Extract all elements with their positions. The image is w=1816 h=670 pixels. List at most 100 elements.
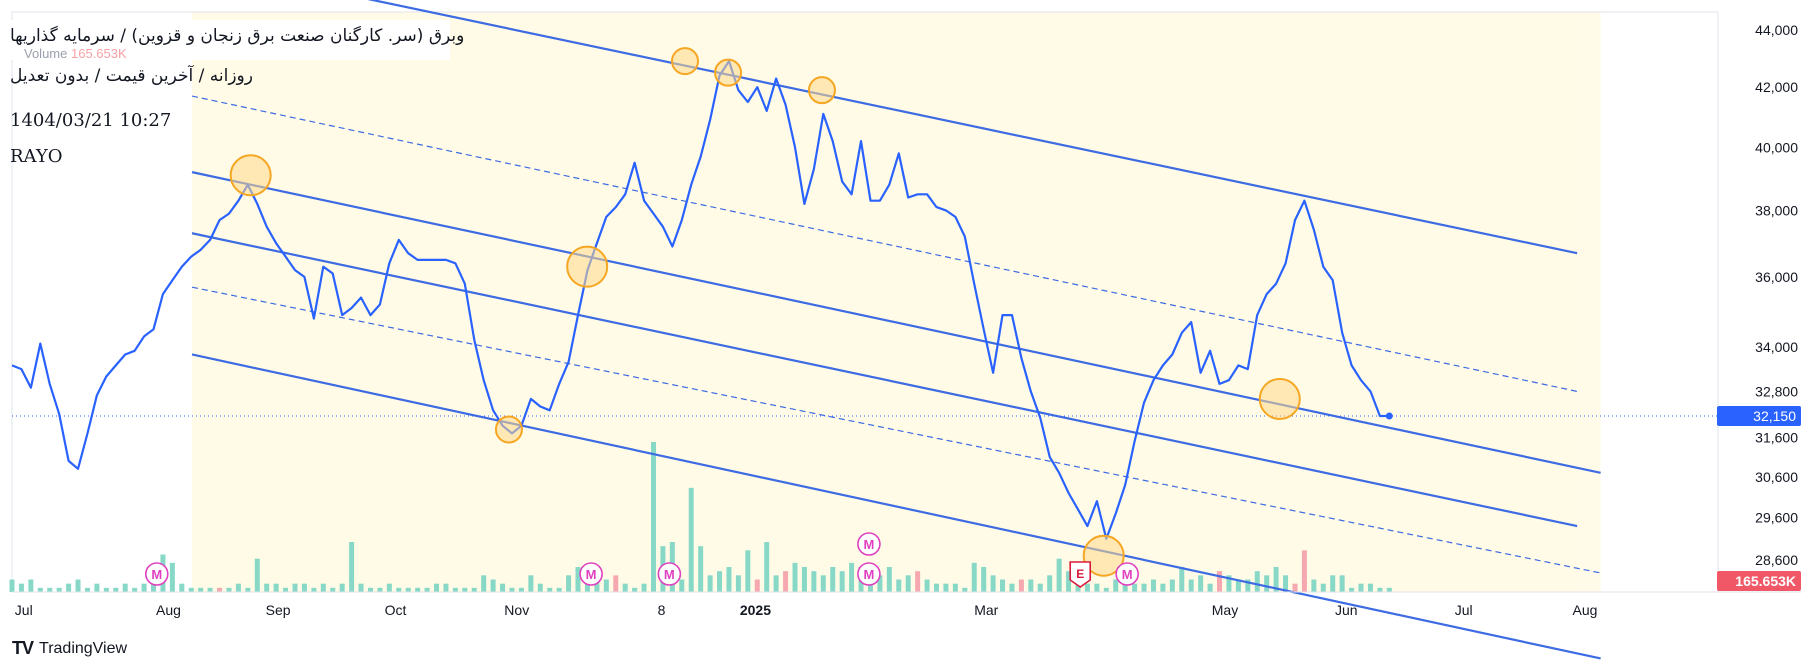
time-tick-label: Aug: [156, 602, 181, 618]
time-axis[interactable]: Jul Aug Sep Oct Nov 8 2025 Mar May Jun Jul Aug: [12, 591, 1801, 618]
volume-bar: [1311, 579, 1317, 592]
volume-bar: [9, 579, 15, 592]
volume-bar: [792, 562, 798, 592]
volume-bar: [424, 587, 430, 592]
volume-bar: [566, 575, 572, 592]
volume-bar: [1198, 575, 1204, 592]
price-series[interactable]: [11, 60, 1393, 540]
channel-2-upper-line[interactable]: [191, 171, 1601, 474]
volume-badge[interactable]: [1717, 571, 1801, 591]
last-price-badge[interactable]: [1717, 406, 1801, 427]
event-markers[interactable]: M M M MME M: [144, 532, 1139, 588]
volume-bar: [1179, 567, 1185, 592]
volume-bar: [1273, 567, 1279, 592]
event-m-label: M: [151, 567, 162, 582]
highlight-circle[interactable]: [807, 76, 836, 105]
event-m-marker[interactable]: [1115, 562, 1139, 586]
channel-1-mid-line[interactable]: [191, 95, 1578, 393]
volume-bar: [783, 571, 789, 592]
price-line[interactable]: [11, 60, 1390, 540]
volume-bar: [245, 587, 251, 592]
volume-bar: [679, 579, 685, 592]
time-tick-label: Oct: [385, 602, 407, 618]
volume-bar: [556, 587, 562, 592]
price-tick-label: 36,000: [1755, 269, 1798, 285]
price-axis[interactable]: 44,000 42,000 40,000 38,000 36,000 34,000 32,8…: [1717, 12, 1801, 592]
highlight-circle[interactable]: [1082, 534, 1125, 577]
volume-bar: [56, 587, 62, 592]
volume-bar: [103, 587, 109, 592]
volume-bar: [311, 587, 317, 592]
event-m-marker[interactable]: [857, 562, 881, 586]
volume-bar: [367, 587, 373, 592]
volume-bar: [1094, 583, 1100, 592]
volume-bar: [613, 575, 619, 592]
channel-1-upper-line[interactable]: [192, 0, 1578, 255]
time-tick-label: Aug: [1573, 602, 1598, 618]
volume-bar: [18, 583, 24, 592]
channel-2-lower-line[interactable]: [191, 353, 1601, 660]
volume-bar: [1169, 579, 1175, 592]
price-tick-label: 40,000: [1755, 139, 1798, 155]
volume-label: Volume: [24, 46, 68, 61]
volume-bar: [500, 583, 506, 592]
volume-bar: [66, 583, 72, 592]
volume-bar: [226, 587, 232, 592]
volume-bar: [1226, 575, 1232, 592]
highlight-circle[interactable]: [1258, 377, 1301, 420]
volume-bar: [1283, 575, 1289, 592]
volume-bar: [1330, 575, 1336, 592]
symbol-title[interactable]: وبرق (سر. كارگنان صنعت برق زنجان و قزوين…: [10, 26, 465, 46]
event-m-marker[interactable]: [144, 562, 169, 586]
volume-badge-label: 165.653K: [1735, 573, 1796, 589]
regression-channels[interactable]: [191, 0, 1601, 660]
highlight-circle[interactable]: [566, 245, 609, 288]
volume-bar: [1217, 571, 1223, 592]
volume-bar: [1245, 579, 1251, 592]
volume-bar: [943, 583, 949, 592]
event-e-marker[interactable]: [1069, 561, 1092, 588]
volume-bar: [462, 587, 468, 592]
volume-bars: [9, 442, 1392, 592]
event-m-marker[interactable]: [857, 532, 881, 556]
volume-bar: [1339, 575, 1345, 592]
volume-bar: [773, 575, 779, 592]
price-tick-label: 34,000: [1755, 339, 1798, 355]
volume-bar: [1009, 583, 1015, 592]
chart-timestamp: 1404/03/21 10:27: [10, 110, 172, 131]
volume-bar: [952, 583, 958, 592]
volume-bar: [688, 487, 694, 592]
volume-bar: [471, 587, 477, 592]
channel-1-lower-line[interactable]: [191, 232, 1578, 528]
legend-panel: [6, 20, 450, 60]
footer-branding[interactable]: TV TradingView: [12, 638, 127, 659]
highlight-circle[interactable]: [671, 47, 700, 76]
volume-bar: [1056, 558, 1062, 592]
volume-bar: [490, 579, 496, 592]
volume-bar: [386, 583, 392, 592]
event-m-marker[interactable]: [657, 562, 682, 586]
event-m-label: M: [1122, 567, 1133, 582]
time-tick-label: Jul: [15, 602, 33, 618]
volume-bar: [330, 587, 336, 592]
highlight-circle[interactable]: [229, 154, 272, 197]
event-m-marker[interactable]: [579, 562, 603, 586]
volume-bar: [1349, 587, 1355, 592]
volume-bar: [990, 575, 996, 592]
volume-bar: [584, 583, 590, 592]
channel-band-2: [191, 12, 1601, 592]
volume-bar: [198, 587, 204, 592]
volume-bar: [1160, 583, 1166, 592]
volume-bar: [1150, 579, 1156, 592]
highlight-circle[interactable]: [494, 415, 523, 444]
highlight-circle[interactable]: [714, 58, 743, 87]
volume-bar: [1028, 579, 1034, 592]
volume-bar: [698, 546, 704, 592]
last-price-label: 32,150: [1753, 408, 1796, 424]
volume-bar: [151, 583, 157, 592]
volume-bar: [301, 583, 307, 592]
volume-bar: [1377, 587, 1383, 592]
volume-bar: [1113, 579, 1119, 592]
highlight-circles[interactable]: [229, 47, 1301, 577]
